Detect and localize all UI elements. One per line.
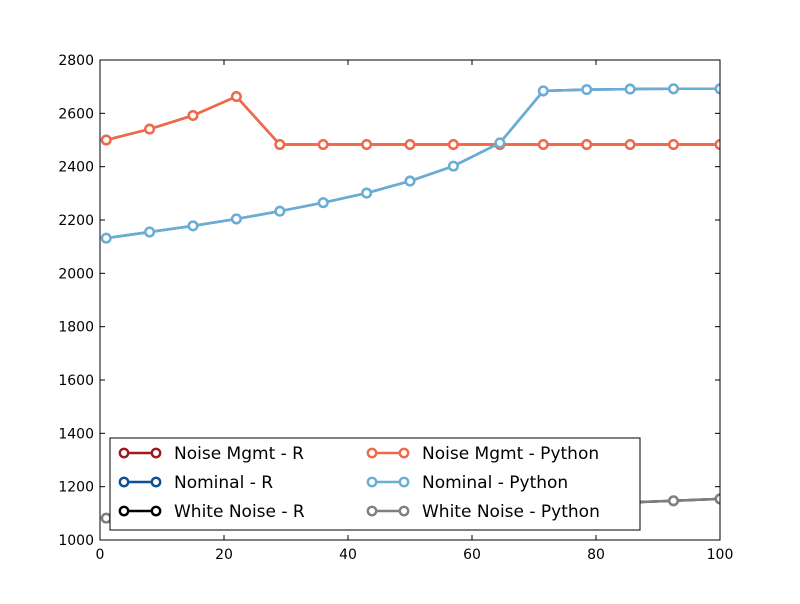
y-tick-label: 1600 xyxy=(58,373,94,389)
data-point xyxy=(537,85,549,97)
data-point xyxy=(624,83,636,95)
y-tick-label: 1200 xyxy=(58,480,94,496)
y-tick-label: 2400 xyxy=(58,160,94,176)
legend-marker xyxy=(150,476,162,488)
y-tick-label: 1800 xyxy=(58,320,94,336)
legend-marker xyxy=(150,447,162,459)
data-point xyxy=(187,110,199,121)
plot-frame xyxy=(99,59,721,541)
data-point xyxy=(447,139,459,150)
data-point xyxy=(668,139,679,150)
legend-label: White Noise - Python xyxy=(422,502,600,522)
y-tick-label: 1000 xyxy=(58,533,94,549)
data-point xyxy=(274,139,286,150)
data-point xyxy=(668,495,679,507)
legend-marker xyxy=(118,505,130,517)
data-point xyxy=(494,137,506,149)
legend-label: Nominal - R xyxy=(174,473,273,493)
y-tick-label: 2800 xyxy=(58,53,94,69)
data-point xyxy=(361,187,372,199)
legend: Noise Mgmt - R Nominal - R White Noise - R… xyxy=(109,437,641,531)
y-tick-label: 2200 xyxy=(58,213,94,229)
data-point xyxy=(144,123,156,135)
series-4 xyxy=(100,83,720,244)
legend-item: Noise Mgmt - R xyxy=(118,444,304,464)
data-point xyxy=(100,232,112,244)
legend-label: Nominal - Python xyxy=(422,473,568,493)
legend-label: Noise Mgmt - Python xyxy=(422,444,599,464)
legend-marker xyxy=(118,447,130,459)
x-tick-label: 100 xyxy=(707,547,734,563)
x-tick-label: 0 xyxy=(96,547,105,563)
data-point xyxy=(581,84,593,96)
x-axis: 0 20 40 60 80 100 xyxy=(96,60,734,563)
legend-marker xyxy=(150,505,162,517)
legend-item: White Noise - Python xyxy=(366,502,600,522)
legend-marker xyxy=(398,476,410,488)
legend-item: Nominal - Python xyxy=(366,473,568,493)
x-tick-label: 60 xyxy=(463,547,481,563)
series-3 xyxy=(100,91,720,150)
y-axis: 1000 1200 1400 1600 1800 2000 2200 2400 2600 2800 xyxy=(58,53,720,549)
x-tick-label: 40 xyxy=(339,547,357,563)
legend-marker xyxy=(398,505,410,517)
data-point xyxy=(274,205,286,217)
data-point xyxy=(100,134,112,146)
data-point xyxy=(100,512,112,524)
x-tick-label: 80 xyxy=(587,547,605,563)
data-point xyxy=(404,175,416,187)
legend-marker xyxy=(366,447,378,459)
data-point xyxy=(404,139,416,150)
legend-item: Nominal - R xyxy=(118,473,273,493)
data-point xyxy=(144,226,156,238)
data-point xyxy=(317,139,329,150)
legend-item: White Noise - R xyxy=(118,502,305,522)
y-tick-label: 2000 xyxy=(58,266,94,282)
data-point xyxy=(230,213,242,225)
legend-marker xyxy=(366,505,378,517)
data-point xyxy=(668,83,679,95)
data-point xyxy=(447,160,459,172)
legend-label: White Noise - R xyxy=(174,502,305,522)
data-point xyxy=(581,139,593,150)
data-point xyxy=(537,139,549,150)
legend-marker xyxy=(118,476,130,488)
data-point xyxy=(361,139,372,150)
legend-item: Noise Mgmt - Python xyxy=(366,444,599,464)
data-point xyxy=(317,197,329,209)
legend-marker xyxy=(398,447,410,459)
x-tick-label: 20 xyxy=(215,547,233,563)
data-point xyxy=(230,91,242,102)
y-tick-label: 1400 xyxy=(58,426,94,442)
legend-marker xyxy=(366,476,378,488)
y-tick-label: 2600 xyxy=(58,106,94,122)
data-point xyxy=(624,139,636,150)
legend-label: Noise Mgmt - R xyxy=(174,444,304,464)
data-point xyxy=(187,220,199,232)
